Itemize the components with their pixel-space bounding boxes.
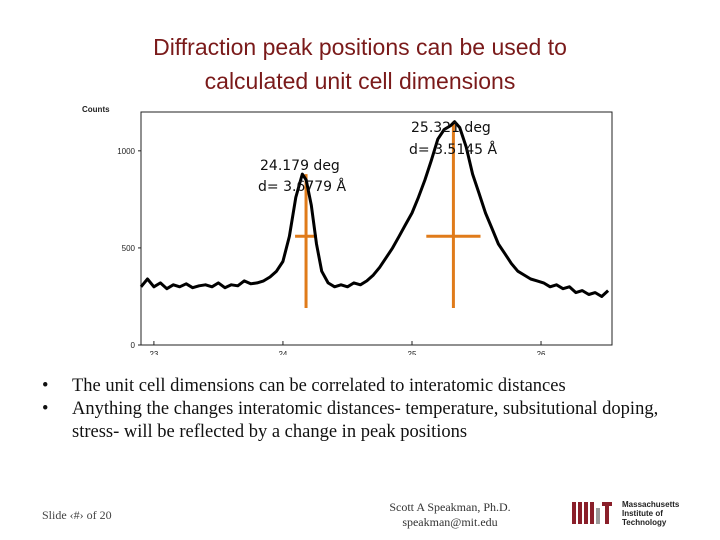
x-tick-label: 25 xyxy=(408,350,417,355)
title-line-1: Diffraction peak positions can be used t… xyxy=(153,34,567,60)
author-block: Scott A Speakman, Ph.D. speakman@mit.edu xyxy=(360,500,540,530)
bullet-text: Anything the changes interatomic distanc… xyxy=(72,399,659,442)
bullet-marker: • xyxy=(42,376,49,396)
mit-logo-icon xyxy=(572,502,612,524)
slide-title: Diffraction peak positions can be used t… xyxy=(60,30,660,98)
x-tick-label: 24 xyxy=(278,350,287,355)
peak1-angle-label: 24.179 deg xyxy=(260,158,340,174)
x-tick-label: 26 xyxy=(537,350,546,355)
logo-bar xyxy=(584,502,588,524)
bullet-marker: • xyxy=(42,399,49,419)
logo-bar xyxy=(596,508,600,524)
title-line-2: calculated unit cell dimensions xyxy=(204,68,516,94)
logo-bar xyxy=(605,502,609,524)
peak1-dspacing-label: d= 3.6779 Å xyxy=(258,178,347,195)
institution-line-2: Institute of xyxy=(622,509,663,518)
y-tick-label: 1000 xyxy=(117,147,135,156)
bullet-item: • The unit cell dimensions can be correl… xyxy=(42,375,692,398)
diffraction-pattern-line xyxy=(139,120,610,298)
bullet-text: The unit cell dimensions can be correlat… xyxy=(72,376,566,396)
y-tick-label: 500 xyxy=(122,244,136,253)
author-email: speakman@mit.edu xyxy=(402,515,498,529)
slide-number: Slide ‹#› of 20 xyxy=(42,508,112,522)
institution-name: Massachusetts Institute of Technology xyxy=(622,500,679,527)
institution-line-3: Technology xyxy=(622,518,667,527)
peak2-angle-label: 25.321 deg xyxy=(411,120,491,136)
bullet-item: • Anything the changes interatomic dista… xyxy=(42,398,692,444)
x-tick-label: 23 xyxy=(149,350,158,355)
logo-bar xyxy=(572,502,576,524)
bullet-list: • The unit cell dimensions can be correl… xyxy=(42,375,692,444)
logo-bar xyxy=(578,502,582,524)
y-axis-label: Counts xyxy=(82,105,110,114)
y-tick-label: 0 xyxy=(131,341,136,350)
logo-bar xyxy=(590,502,594,524)
diffraction-chart: Counts 0 500 1000 23 24 25 26 24.179 deg d= 3… xyxy=(82,105,613,355)
plot-frame xyxy=(140,111,613,346)
peak2-dspacing-label: d= 3.5145 Å xyxy=(409,141,498,158)
author-name: Scott A Speakman, Ph.D. xyxy=(389,500,511,514)
institution-line-1: Massachusetts xyxy=(622,500,680,509)
